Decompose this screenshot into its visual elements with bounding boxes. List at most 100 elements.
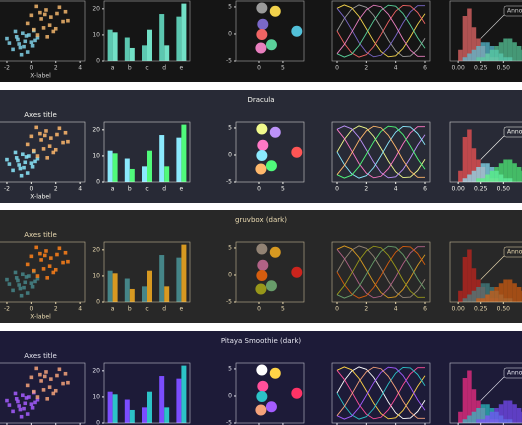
x-tick-label: 0 (335, 186, 339, 193)
scatter-point (29, 402, 34, 406)
bar (159, 255, 165, 302)
dot (256, 270, 268, 282)
histogram-bin (507, 279, 513, 302)
histogram-bin (489, 290, 495, 302)
line-series (336, 366, 426, 420)
scatter-point (29, 254, 34, 259)
scatter-point (45, 156, 50, 160)
axes-frame (235, 241, 305, 303)
line-series (336, 4, 426, 58)
scatter-point (49, 15, 53, 19)
scatter-point (24, 396, 29, 400)
scatter-point (63, 371, 68, 376)
scatter-point (31, 148, 36, 153)
y-tick-label: 20 (92, 126, 100, 133)
scatter-point (45, 276, 50, 280)
histogram-bin (494, 408, 499, 423)
annotation-arrow (480, 376, 505, 401)
bar (124, 158, 130, 182)
scatter-point (25, 383, 30, 388)
histogram-bin (512, 42, 517, 61)
scatter-point (66, 259, 70, 264)
scatter-point (29, 13, 34, 18)
bar (142, 407, 147, 423)
scatter-point (19, 173, 24, 178)
scatter-point (16, 158, 20, 163)
scatter-point (41, 267, 46, 271)
axes-frame (235, 0, 305, 62)
axes: 0 10 20 a b c d e (92, 0, 191, 72)
x-tick-label: -2 (4, 306, 10, 313)
line-series (336, 366, 426, 420)
row-title: Dracula (247, 96, 274, 104)
dot (255, 163, 267, 175)
scatter-point (42, 253, 47, 258)
y-tick-label: 0 (228, 392, 232, 399)
line-series (336, 5, 426, 58)
histogram-bin (476, 178, 481, 182)
scatter-point (7, 282, 12, 286)
axes: 0.00 0.25 0.50 Annotation (449, 121, 522, 193)
histogram-bin (480, 283, 486, 302)
axes-frame (0, 241, 86, 303)
x-tick-label: a (111, 186, 115, 193)
dot (255, 404, 267, 416)
dot (257, 380, 269, 392)
scatter-point (55, 132, 59, 137)
histogram-bin (462, 378, 468, 423)
scatter-point (51, 29, 56, 34)
y-tick-label: 0 (96, 299, 100, 306)
histogram-bin (458, 411, 463, 423)
scatter-point (39, 17, 43, 21)
y-tick-label: 20 (92, 5, 100, 12)
scatter-point (39, 258, 43, 262)
scatter-point (11, 168, 15, 173)
histogram-bin (476, 419, 481, 423)
histogram-bin (458, 290, 463, 302)
scatter-point (5, 277, 9, 282)
scatter-point (42, 374, 47, 379)
scatter-point (25, 262, 30, 267)
scatter-point (38, 10, 42, 15)
bar (124, 399, 130, 423)
axes: 0 10 20 a b c d e (92, 121, 191, 193)
scatter-point (41, 147, 46, 151)
dot (291, 146, 303, 158)
scatter-point (25, 21, 30, 26)
scatter-point (34, 4, 39, 9)
scatter-point (35, 395, 40, 399)
bar (181, 3, 187, 61)
x-tick-label: 0.00 (451, 65, 465, 72)
scatter-point (24, 34, 29, 38)
line-series (336, 366, 426, 420)
histogram-bin (462, 178, 468, 182)
bar (107, 150, 113, 182)
bar (112, 153, 118, 182)
histogram-bin (476, 167, 481, 182)
histogram-bin (467, 129, 472, 182)
histogram-bin (489, 49, 495, 61)
scatter-point (19, 293, 24, 298)
histogram-bin (516, 46, 522, 61)
scatter-point (14, 397, 19, 401)
scatter-point (27, 154, 31, 158)
histogram-bin (458, 170, 463, 182)
x-tick-label: 2 (54, 65, 58, 72)
line-series (336, 245, 426, 299)
scatter-point (35, 35, 40, 40)
dot (257, 18, 269, 30)
scatter-point (30, 43, 35, 48)
axes-frame (449, 362, 522, 424)
histogram-bin (485, 174, 490, 182)
annotation-arrow (480, 255, 505, 280)
scatter-point (14, 35, 19, 39)
histogram-bin (507, 400, 513, 423)
bar (147, 29, 152, 61)
dot (256, 29, 268, 41)
axes: 0 2 4 6 (331, 241, 431, 313)
dot (265, 160, 277, 172)
axes-frame (103, 241, 191, 303)
y-tick-label: -5 (226, 58, 232, 65)
